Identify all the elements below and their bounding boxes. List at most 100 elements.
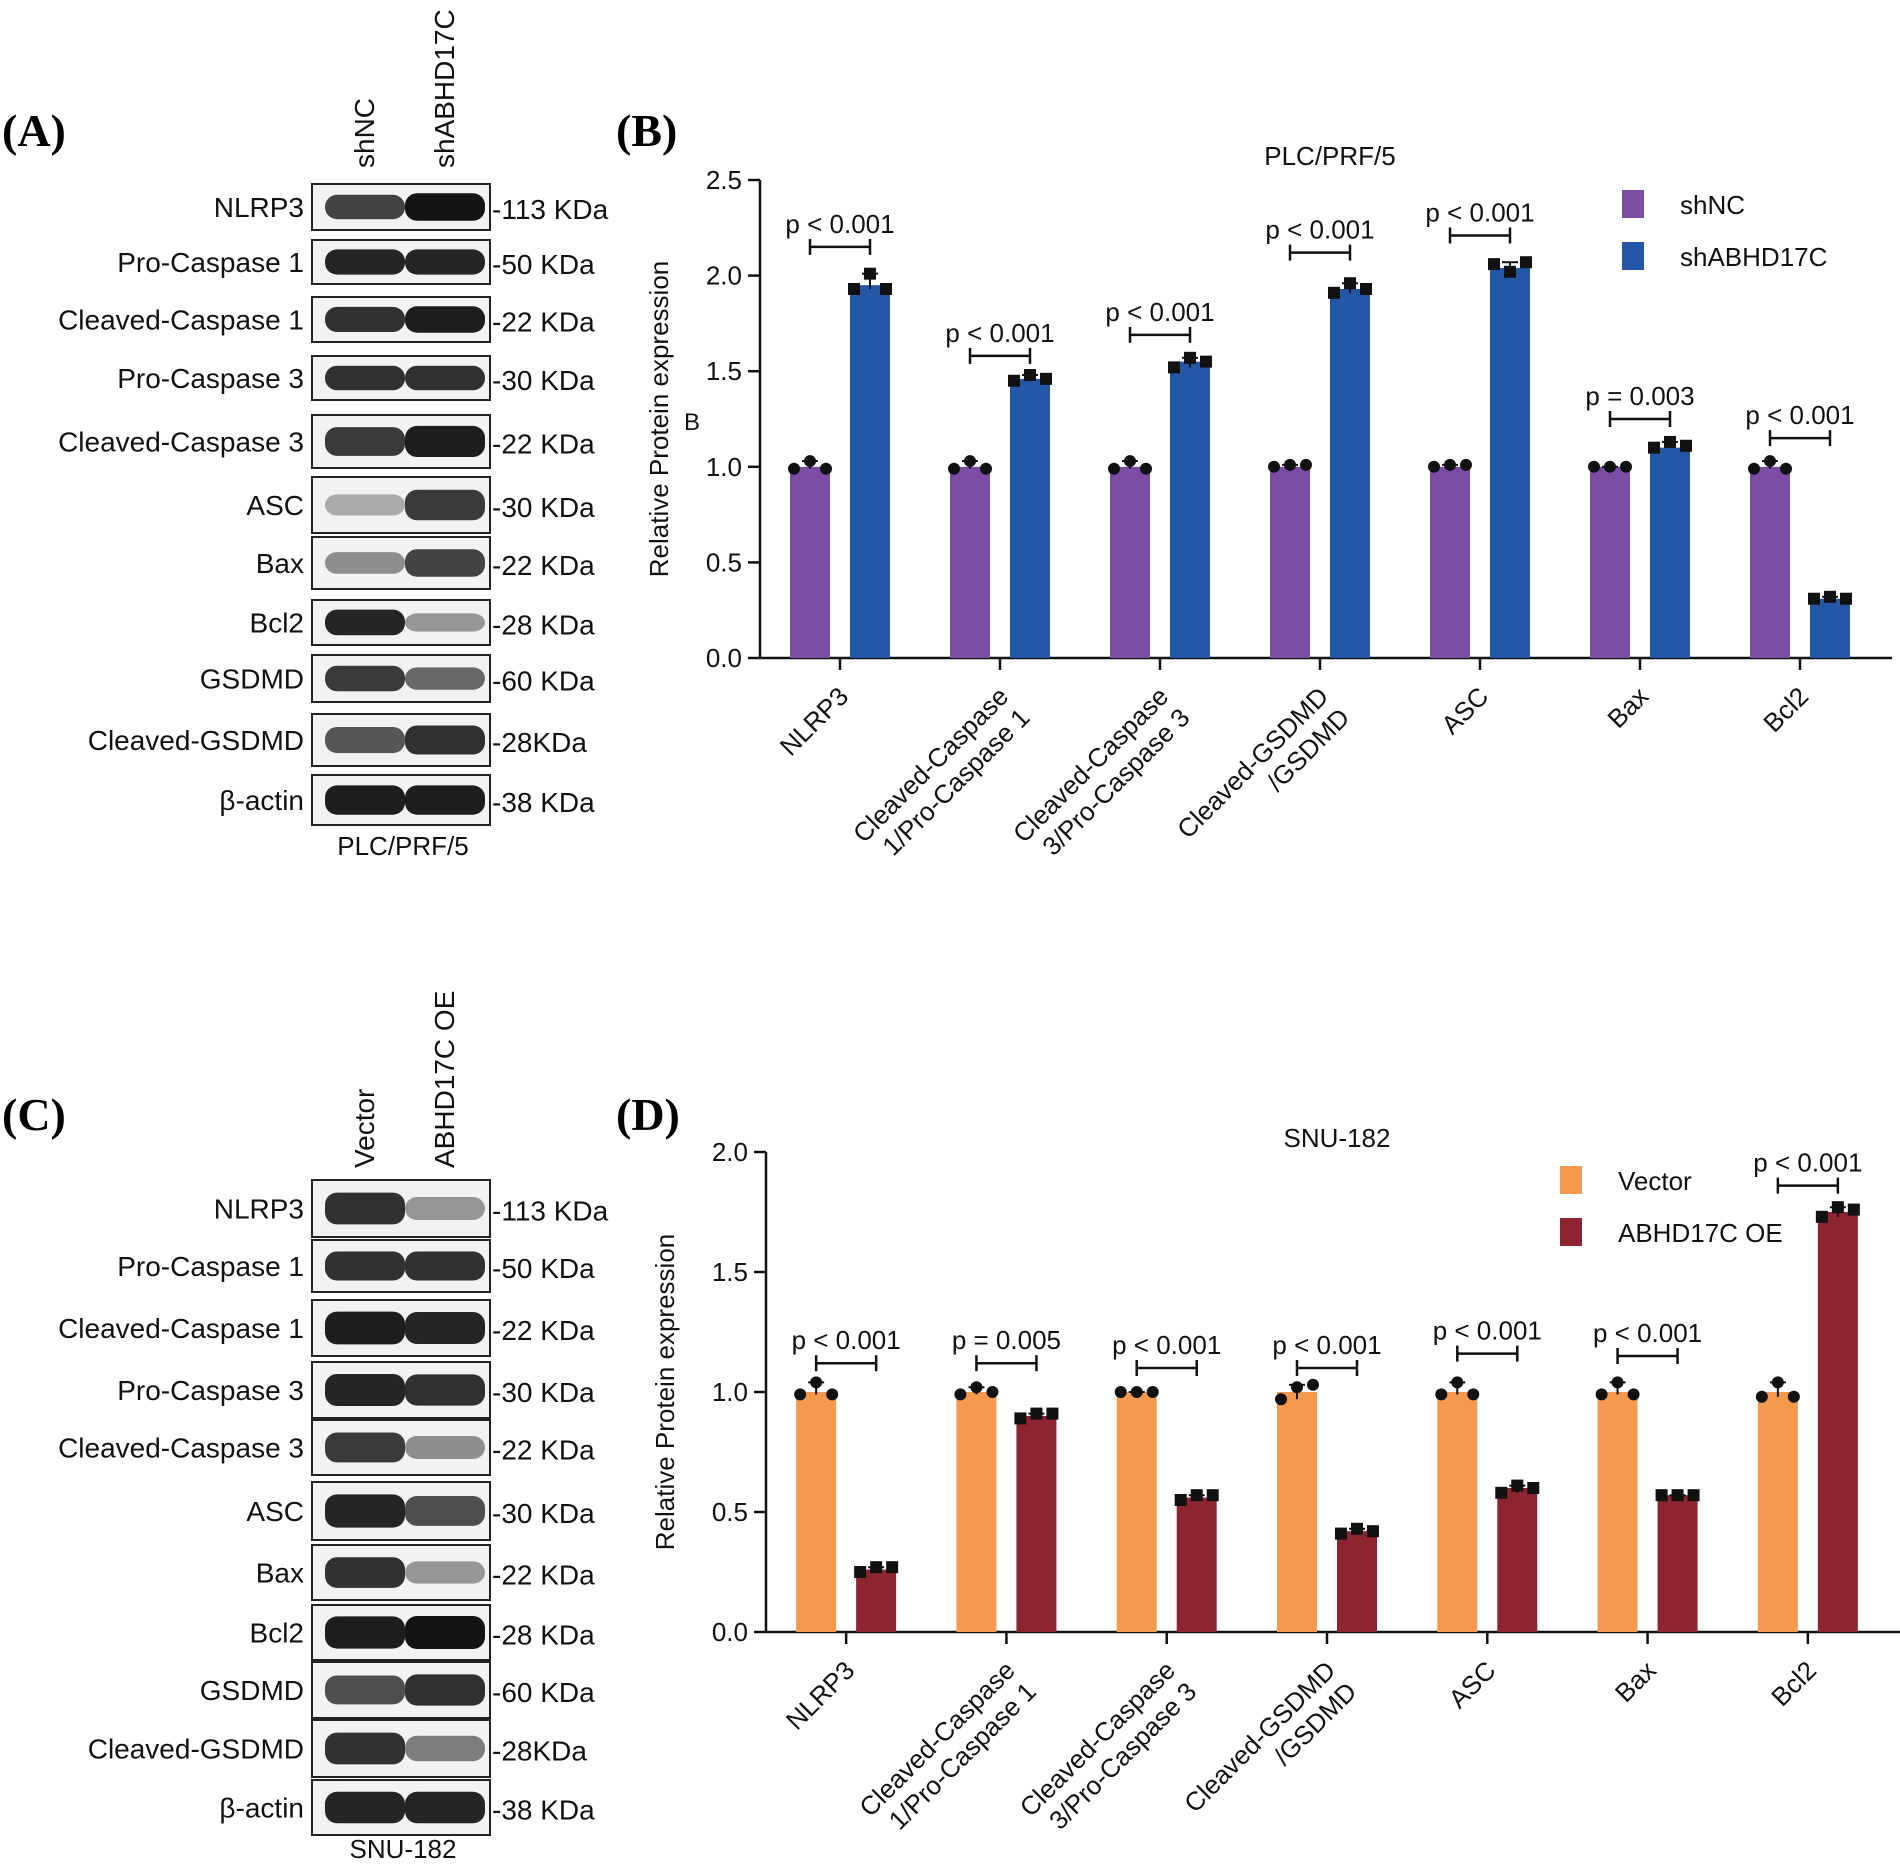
kda-label: -22 KDa [492,1315,595,1346]
bar [1757,1392,1798,1632]
blot-band [405,549,485,577]
bar [1277,1392,1317,1632]
data-point [1200,355,1212,368]
data-point [1335,1527,1347,1540]
blot-band [405,1197,485,1220]
x-category-line: NLRP3 [780,1655,860,1735]
legend-swatch [1560,1166,1582,1194]
protein-label: Pro-Caspase 3 [117,363,304,394]
data-point [1664,435,1676,448]
data-point [1024,369,1036,382]
bar [1116,1392,1157,1632]
data-point [954,1388,967,1401]
x-category-label: Cleaved-GSDMD/GSDMD [1178,1655,1362,1839]
p-value-label: p < 0.001 [785,209,894,239]
blot-band [325,1192,405,1225]
p-value-label: p < 0.001 [1105,297,1214,327]
data-point [948,462,960,475]
data-point [1671,1489,1684,1502]
blot-caption: SNU-182 [350,1834,457,1864]
bar [1657,1495,1698,1632]
legend-label: ABHD17C OE [1618,1218,1783,1248]
bar [796,1392,837,1632]
protein-label: ASC [246,1496,304,1527]
p-value-label: p = 0.003 [1585,381,1694,411]
bar [790,466,830,658]
bar [1590,466,1630,658]
blot-row: Cleaved-GSDMD -28KDa [88,713,587,767]
data-point [1527,1482,1540,1494]
kda-label: -50 KDa [492,1253,595,1284]
data-point [1444,458,1456,471]
bar [1110,466,1150,658]
protein-label: Bax [256,1558,304,1589]
y-axis-label: Relative Protein expression [650,1234,680,1551]
blot-row: Bcl2 -28 KDa [250,599,595,646]
lane-label: Vector [349,1089,380,1168]
p-value-label: p < 0.001 [1593,1318,1702,1348]
p-value-label: p < 0.001 [792,1325,901,1355]
blot-band [405,1496,485,1526]
kda-label: -28KDa [492,1736,587,1767]
data-point [1620,460,1632,473]
data-point [986,1386,999,1398]
data-point [1831,1201,1844,1214]
protein-label: Bcl2 [250,1618,304,1649]
blot-band [405,1251,485,1281]
data-point [820,462,832,475]
kda-label: -30 KDa [492,492,595,523]
kda-label: -113 KDa [492,1196,609,1227]
data-point [1687,1489,1700,1502]
blot-row: Cleaved-Caspase 1 -22 KDa [58,296,595,343]
bar [1650,447,1690,658]
y-tick-label: 2.5 [706,165,742,195]
data-point [1008,374,1020,387]
x-category-label: Cleaved-GSDMD/GSDMD [1171,681,1355,865]
legend-label: shNC [1680,190,1745,220]
protein-label: ASC [246,490,304,521]
blot-row: GSDMD -60 KDa [200,1661,595,1719]
data-point [1030,1407,1043,1420]
data-point [1611,1376,1624,1389]
blot-row: NLRP3 -113 KDa [214,183,609,231]
data-point [1488,258,1500,271]
kda-label: -28 KDa [492,610,595,641]
blot-band [325,552,405,574]
protein-label: Cleaved-Caspase 1 [58,1313,304,1344]
p-value-label: p < 0.001 [1745,400,1854,430]
p-value-label: p < 0.001 [1753,1148,1862,1178]
y-tick-label: 0.5 [712,1497,748,1527]
data-point [1764,455,1776,468]
data-point [1511,1479,1524,1492]
x-category-label: Bax [1609,1655,1662,1708]
blot-band [325,1432,405,1463]
x-category-label: ASC [1435,681,1494,740]
kda-label: -30 KDa [492,365,595,396]
y-axis-label: Relative Protein expression [644,261,674,578]
blot-band [325,306,405,332]
data-point [1460,458,1472,471]
blot-row: Bax -22 KDa [256,536,595,590]
bar [1016,1416,1057,1632]
x-category-line: ASC [1435,681,1494,740]
kda-label: -30 KDa [492,1377,595,1408]
y-tick-label: 1.5 [712,1257,748,1287]
data-point [1344,277,1356,290]
bar [1430,466,1470,658]
kda-label: -30 KDa [492,1498,595,1529]
protein-label: Pro-Caspase 1 [117,1251,304,1282]
blot-row: Bcl2 -28 KDa [250,1604,595,1661]
blot-row: Cleaved-Caspase 1 -22 KDa [58,1299,595,1357]
data-point [970,1381,983,1394]
p-value-label: p < 0.001 [1112,1330,1221,1360]
y-tick-label: 1.0 [712,1377,748,1407]
bar [1817,1212,1858,1632]
data-point [1130,1386,1143,1398]
data-point [1040,372,1052,385]
blot-band [325,427,405,456]
x-category-line: Bax [1609,1655,1662,1708]
legend-swatch [1622,190,1644,218]
bar-chart-b: PLC/PRF/5 0.0 0.5 1.0 1.5 2.0 2.5 Relative Prot… [644,141,1892,865]
data-point [1588,460,1600,473]
blot-row: ASC -30 KDa [246,1481,595,1541]
